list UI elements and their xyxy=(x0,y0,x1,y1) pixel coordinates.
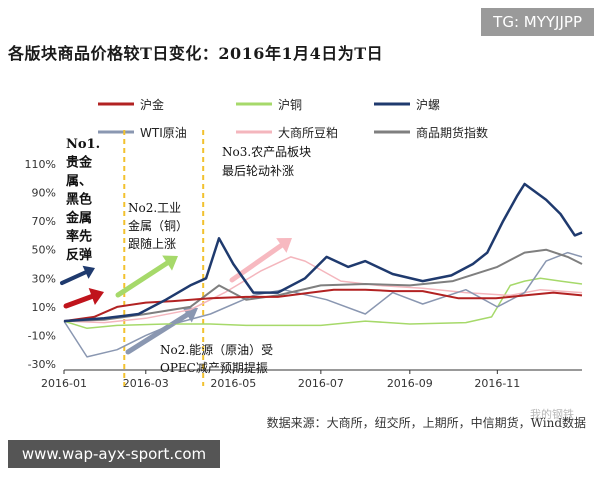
chart-canvas: 沪金 沪铜 沪螺 WTI原油 大商所豆粕 商品期货指数 -30% -10% 10% 30% 50%… xyxy=(25,97,583,390)
series-line-gold xyxy=(63,288,583,323)
annotation-no2-metals: No2.工业 xyxy=(128,201,181,215)
annotation-no2-metals: 跟随上涨 xyxy=(128,236,176,251)
series-line-wti xyxy=(63,251,583,358)
x-tick-label: 2016-09 xyxy=(387,377,433,390)
annotation-no2-metals: 金属（铜） xyxy=(128,218,188,233)
arrow-grey xyxy=(125,312,190,355)
watermark-tag: TG: MYYJJPP xyxy=(481,8,594,36)
y-tick-label: 10% xyxy=(32,301,56,314)
x-tick-label: 2016-05 xyxy=(210,377,256,390)
y-tick-label: 110% xyxy=(25,158,56,171)
annotation-no2-energy: No2.能源（原油）受 xyxy=(160,343,273,357)
x-tick-label: 2016-01 xyxy=(41,377,87,390)
y-tick-label: 70% xyxy=(32,215,56,228)
arrow-green xyxy=(115,260,170,298)
y-tick-label: 30% xyxy=(32,272,56,285)
annotation-no1: 黑色 xyxy=(66,192,92,208)
arrow-red-head xyxy=(88,288,104,305)
legend-label: 大商所豆粕 xyxy=(278,125,338,140)
annotation-no1: 反弹 xyxy=(66,247,92,263)
plot-area xyxy=(63,182,583,358)
series-line-copper xyxy=(63,277,583,330)
annotation-no1: No1. xyxy=(66,137,100,152)
x-tick-label: 2016-07 xyxy=(298,377,344,390)
legend: 沪金 沪铜 沪螺 WTI原油 大商所豆粕 商品期货指数 xyxy=(98,97,488,140)
annotation-no3-agri: 最后轮动补涨 xyxy=(222,163,294,178)
y-tick-label: 50% xyxy=(32,244,56,257)
legend-label: 沪铜 xyxy=(278,97,302,112)
arrow-green-head xyxy=(162,255,178,271)
legend-label: WTI原油 xyxy=(140,126,187,140)
watermark-text: 我的钢铁 xyxy=(530,408,574,421)
data-source-note: 数据来源：大商所，纽交所，上期所，中信期货，Wind数据 xyxy=(266,416,586,430)
y-tick-label: 90% xyxy=(32,187,56,200)
legend-label: 商品期货指数 xyxy=(416,125,488,140)
annotation-no2-energy: OPEC减产预期提振 xyxy=(160,360,268,375)
annotation-no1: 金属 xyxy=(65,210,92,226)
legend-label: 沪螺 xyxy=(416,98,440,112)
arrow-navy xyxy=(60,270,88,285)
y-tick-label: -10% xyxy=(28,329,56,342)
chart-axes: -30% -10% 10% 30% 50% 70% 90% 110% 2016-01 2016-0… xyxy=(25,130,582,390)
url-banner[interactable]: www.wap-ayx-sport.com xyxy=(8,440,220,468)
annotation-no1: 贵金 xyxy=(66,155,93,171)
arrow-pink-head xyxy=(276,238,292,253)
annotation-no3-agri: No3.农产品板块 xyxy=(222,145,311,159)
trend-arrows xyxy=(60,238,292,355)
annotation-no1: 属、 xyxy=(66,174,92,189)
y-tick-label: -30% xyxy=(28,358,56,371)
arrow-navy-head xyxy=(82,265,95,279)
series-line-rebar xyxy=(63,182,583,323)
arrow-red xyxy=(63,293,95,309)
series-line-soybean xyxy=(63,256,583,324)
x-tick-label: 2016-11 xyxy=(474,377,520,390)
x-tick-label: 2016-03 xyxy=(123,377,169,390)
annotation-no1: 率先 xyxy=(66,229,92,245)
series-line-index xyxy=(63,248,583,323)
chart-title: 各版块商品价格较T日变化：2016年1月4日为T日 xyxy=(8,44,384,63)
legend-label: 沪金 xyxy=(140,97,164,112)
